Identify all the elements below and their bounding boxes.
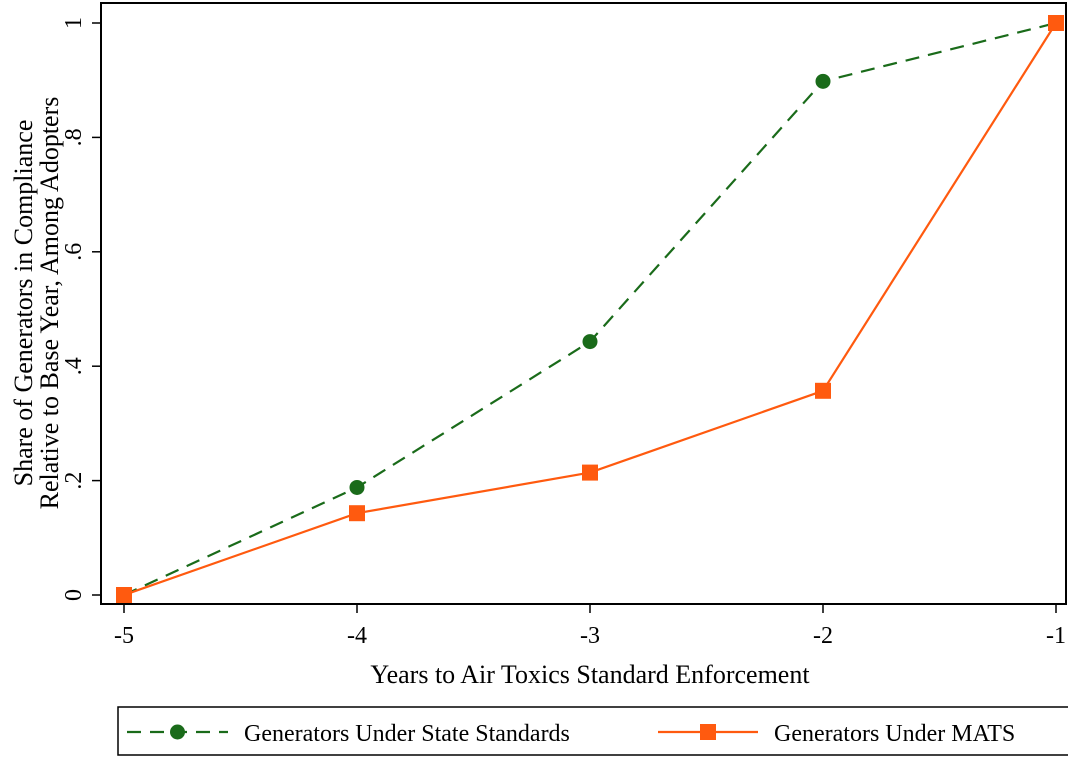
x-tick-label: -5	[114, 623, 134, 649]
x-tick-label: -1	[1046, 623, 1066, 649]
data-point	[815, 382, 831, 399]
y-tick-label: 1	[61, 17, 87, 29]
y-tick-label: .2	[61, 472, 87, 490]
axes-layer: -5 -4 -3 -2 -1 0 .2 .4 .6 .8 1 Years to Air Toxics …	[9, 2, 1067, 689]
data-point	[1048, 15, 1064, 31]
series-2	[116, 15, 1064, 603]
data-point	[815, 73, 831, 89]
series-layer	[116, 15, 1064, 603]
plot-frame	[100, 2, 1067, 605]
y-tick-label: .4	[61, 357, 87, 375]
legend-item-2: Generators Under MATS	[658, 721, 1015, 747]
legend: Generators Under State Standards Generato…	[117, 706, 1068, 756]
series-line	[123, 21, 1057, 596]
data-point	[582, 464, 598, 481]
data-point	[116, 587, 132, 603]
y-axis-title-line-2: Relative to Base Year, Among Adopters	[35, 97, 64, 510]
y-tick-label: .6	[61, 243, 87, 261]
data-point	[349, 505, 365, 522]
legend-box	[117, 706, 1068, 756]
x-tick-label: -2	[813, 623, 833, 649]
legend-label: Generators Under MATS	[774, 721, 1015, 747]
series-1	[116, 15, 1064, 603]
y-axis-title-line-1: Share of Generators in Compliance	[9, 120, 38, 487]
x-axis-title: Years to Air Toxics Standard Enforcement	[370, 660, 810, 689]
series-line	[123, 22, 1057, 597]
y-tick-label: .8	[61, 128, 87, 146]
legend-marker	[170, 724, 185, 740]
legend-label: Generators Under State Standards	[244, 721, 570, 747]
x-tick-label: -4	[347, 623, 367, 649]
x-tick-label: -3	[580, 623, 600, 649]
legend-item-1: Generators Under State Standards	[127, 721, 570, 747]
y-tick-label: 0	[61, 589, 87, 601]
legend-marker	[700, 724, 716, 740]
data-point	[582, 334, 598, 350]
data-point	[349, 479, 365, 495]
